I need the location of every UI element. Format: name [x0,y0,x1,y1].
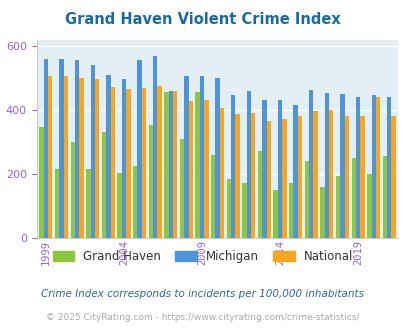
Bar [102,132,106,238]
Bar [199,76,204,238]
Bar [293,105,297,238]
Bar [44,59,48,238]
Bar [324,93,328,238]
Bar [48,76,52,238]
Bar [371,95,375,238]
Bar [157,86,161,238]
Bar [141,87,146,238]
Bar [266,121,270,238]
Bar [122,79,126,238]
Bar [204,100,208,238]
Bar [308,90,313,238]
Bar [250,113,255,238]
Legend: Grand Haven, Michigan, National: Grand Haven, Michigan, National [53,250,352,263]
Bar [344,116,348,238]
Bar [126,89,130,238]
Bar [230,94,235,238]
Bar [173,91,177,238]
Bar [288,183,293,238]
Bar [55,169,59,238]
Bar [351,158,355,238]
Bar [313,112,317,238]
Bar [39,127,44,238]
Bar [117,173,121,238]
Bar [281,119,286,238]
Bar [184,76,188,238]
Text: © 2025 CityRating.com - https://www.cityrating.com/crime-statistics/: © 2025 CityRating.com - https://www.city… [46,313,359,322]
Text: Crime Index corresponds to incidents per 100,000 inhabitants: Crime Index corresponds to incidents per… [41,289,364,299]
Bar [335,176,339,238]
Bar [355,97,359,238]
Bar [75,60,79,238]
Bar [215,78,219,238]
Bar [90,65,95,238]
Bar [328,110,333,238]
Bar [359,116,364,238]
Bar [246,91,250,238]
Bar [211,154,215,238]
Bar [304,161,308,238]
Bar [59,59,64,238]
Bar [297,116,301,238]
Bar [179,139,184,238]
Bar [375,97,379,238]
Bar [226,179,230,238]
Bar [95,79,99,238]
Bar [137,60,141,238]
Bar [86,169,90,238]
Bar [386,97,390,238]
Bar [153,55,157,238]
Bar [390,116,395,238]
Bar [188,101,192,238]
Bar [195,92,199,238]
Bar [262,100,266,238]
Bar [273,190,277,238]
Bar [106,75,110,238]
Bar [257,151,262,238]
Text: Grand Haven Violent Crime Index: Grand Haven Violent Crime Index [65,12,340,26]
Bar [79,78,83,238]
Bar [70,142,75,238]
Bar [339,94,344,238]
Bar [164,92,168,238]
Bar [382,156,386,238]
Bar [242,183,246,238]
Bar [235,114,239,238]
Bar [366,174,371,238]
Bar [110,87,115,238]
Bar [133,166,137,238]
Bar [277,100,281,238]
Bar [148,125,153,238]
Bar [168,91,173,238]
Bar [219,108,224,238]
Bar [64,76,68,238]
Bar [320,187,324,238]
